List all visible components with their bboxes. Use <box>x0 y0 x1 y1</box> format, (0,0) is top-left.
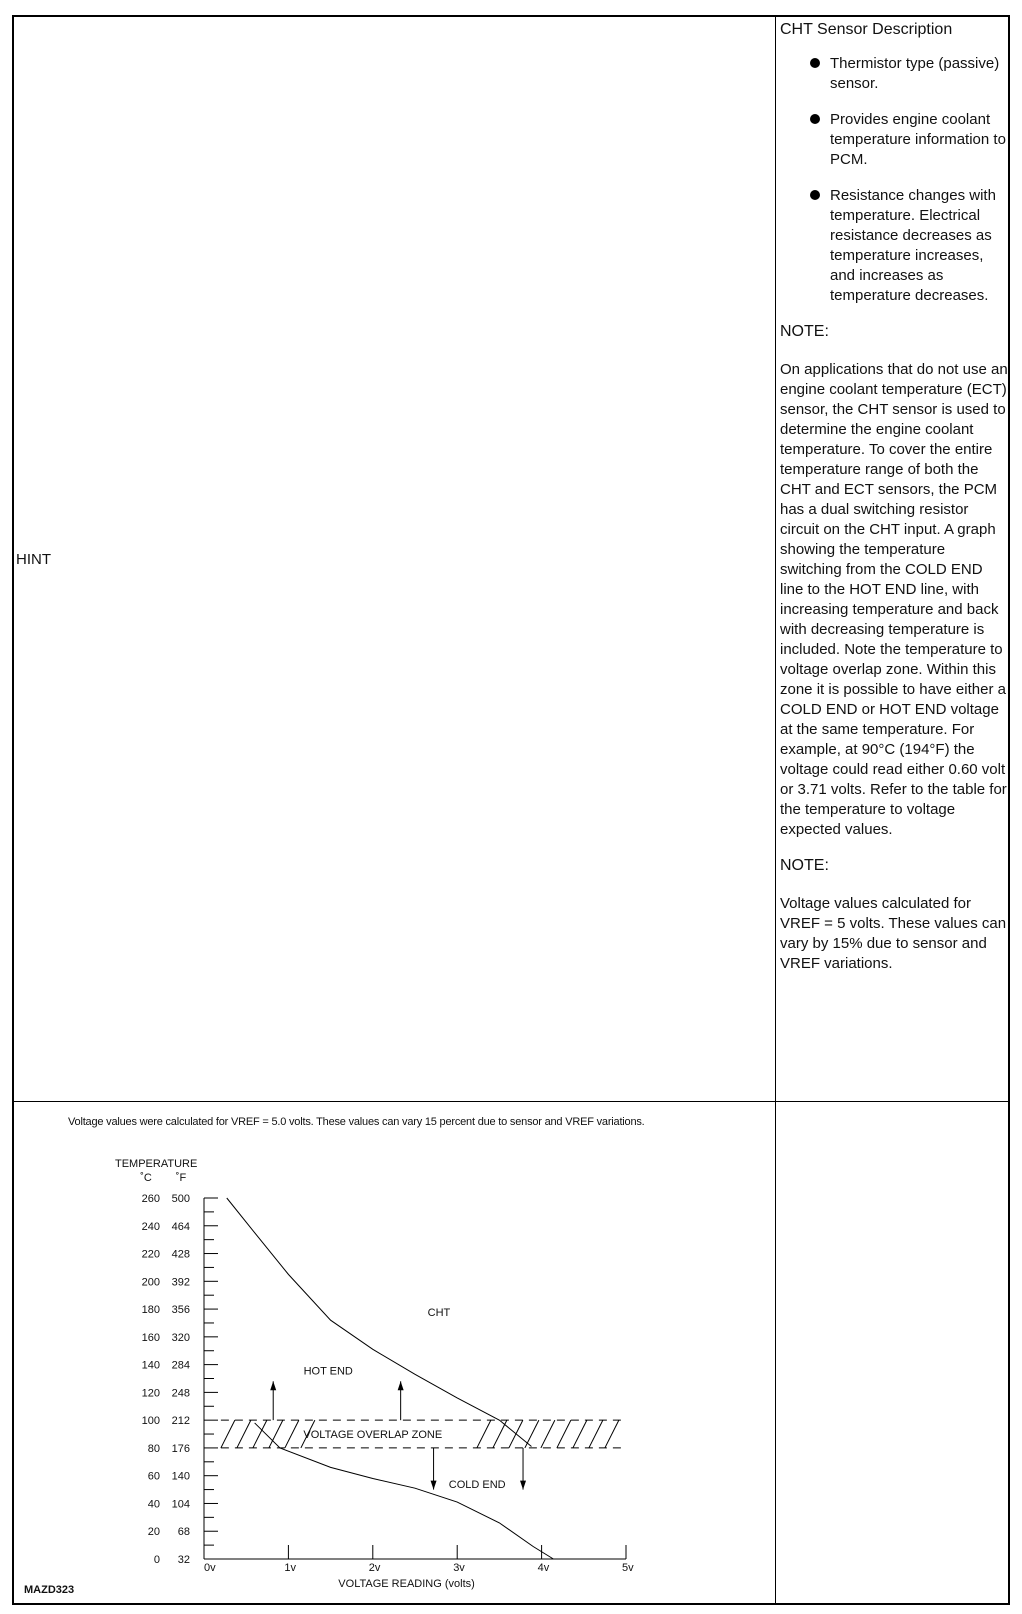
row-divider <box>12 1101 1010 1102</box>
y-tick-label-c: 80 <box>148 1443 160 1455</box>
overlap-label-bg <box>313 1425 458 1443</box>
y-unit-f: ˚F <box>176 1172 187 1184</box>
x-tick-label: 3v <box>453 1562 465 1574</box>
overlap-zone-label: VOLTAGE OVERLAP ZONE <box>303 1429 442 1441</box>
y-tick-label-f: 68 <box>178 1526 190 1538</box>
note-heading: NOTE: <box>780 857 829 874</box>
y-tick-label-f: 212 <box>172 1415 190 1427</box>
hatch-line <box>252 1419 268 1449</box>
document-table <box>12 15 1010 1605</box>
y-tick-label-c: 220 <box>142 1249 160 1261</box>
y-tick-label-f: 464 <box>172 1221 190 1233</box>
y-tick-label-f: 320 <box>172 1332 190 1344</box>
description-bullets: Thermistor type (passive) sensor. Provid… <box>780 54 1008 306</box>
up-arrow-head <box>397 1381 404 1391</box>
y-tick-label-c: 120 <box>142 1387 160 1399</box>
curve-cold-end <box>254 1422 554 1560</box>
hatch-line <box>220 1419 236 1449</box>
hatch-line <box>268 1419 284 1449</box>
description-title: CHT Sensor Description <box>780 21 953 38</box>
x-tick-label: 2v <box>369 1562 381 1574</box>
y-tick-label-f: 356 <box>172 1304 190 1316</box>
down-arrow-head <box>430 1480 437 1490</box>
hatch-line <box>588 1419 604 1449</box>
sensor-description: CHT Sensor Description Thermistor type (… <box>780 20 1008 990</box>
hatch-line <box>236 1419 252 1449</box>
y-tick-label-c: 140 <box>142 1360 160 1372</box>
y-tick-label-f: 248 <box>172 1387 190 1399</box>
column-divider <box>775 15 776 1605</box>
bullet-icon <box>810 58 820 68</box>
y-tick-label-c: 100 <box>142 1415 160 1427</box>
y-tick-label-f: 104 <box>172 1498 190 1510</box>
y-tick-label-c: 260 <box>142 1193 160 1205</box>
hatch-line <box>476 1419 492 1449</box>
x-tick-label: 4v <box>538 1562 550 1574</box>
hatch-line <box>284 1419 300 1449</box>
up-arrow-head <box>270 1381 277 1391</box>
hatch-line <box>524 1419 540 1449</box>
curve-hot-end <box>226 1197 532 1447</box>
hot-end-label: HOT END <box>304 1365 353 1377</box>
cht-label: CHT <box>428 1307 451 1319</box>
y-tick-label-f: 176 <box>172 1443 190 1455</box>
y-tick-label-f: 284 <box>172 1360 190 1372</box>
hatch-line <box>556 1419 572 1449</box>
y-tick-label-f: 392 <box>172 1276 190 1288</box>
note-text: On applications that do not use an engin… <box>780 361 1008 838</box>
cold-end-label: COLD END <box>449 1479 506 1491</box>
y-axis-label: TEMPERATURE <box>115 1158 197 1170</box>
y-tick-label-f: 32 <box>178 1554 190 1566</box>
y-tick-label-c: 40 <box>148 1498 160 1510</box>
x-tick-label: 1v <box>284 1562 296 1574</box>
y-tick-label-c: 240 <box>142 1221 160 1233</box>
hatch-line <box>572 1419 588 1449</box>
y-tick-label-c: 200 <box>142 1276 160 1288</box>
note-heading: NOTE: <box>780 323 829 340</box>
y-tick-label-c: 20 <box>148 1526 160 1538</box>
x-axis-label: VOLTAGE READING (volts) <box>338 1578 475 1590</box>
bullet-icon <box>810 114 820 124</box>
x-tick-label: 0v <box>204 1562 216 1574</box>
y-tick-label-c: 160 <box>142 1332 160 1344</box>
figure-id: MAZD323 <box>24 1584 74 1596</box>
y-tick-label-c: 60 <box>148 1471 160 1483</box>
y-tick-label-f: 500 <box>172 1193 190 1205</box>
hatch-line <box>300 1419 316 1449</box>
y-unit-c: ˚C <box>140 1172 152 1184</box>
hatch-line <box>540 1419 556 1449</box>
x-tick-label: 5v <box>622 1562 634 1574</box>
list-item: Resistance changes with temperature. Ele… <box>780 186 1008 306</box>
y-tick-label-f: 428 <box>172 1249 190 1261</box>
down-arrow-head <box>520 1480 527 1490</box>
hint-label: HINT <box>16 551 51 568</box>
y-tick-label-c: 0 <box>154 1554 160 1566</box>
list-item: Thermistor type (passive) sensor. <box>780 54 1008 94</box>
hatch-line <box>604 1419 620 1449</box>
list-item: Provides engine coolant temperature info… <box>780 110 1008 170</box>
y-tick-label-f: 140 <box>172 1471 190 1483</box>
figure-note: Voltage values were calculated for VREF … <box>68 1116 645 1128</box>
bullet-icon <box>810 190 820 200</box>
note-text: Voltage values calculated for VREF = 5 v… <box>780 895 1007 972</box>
y-tick-label-c: 180 <box>142 1304 160 1316</box>
